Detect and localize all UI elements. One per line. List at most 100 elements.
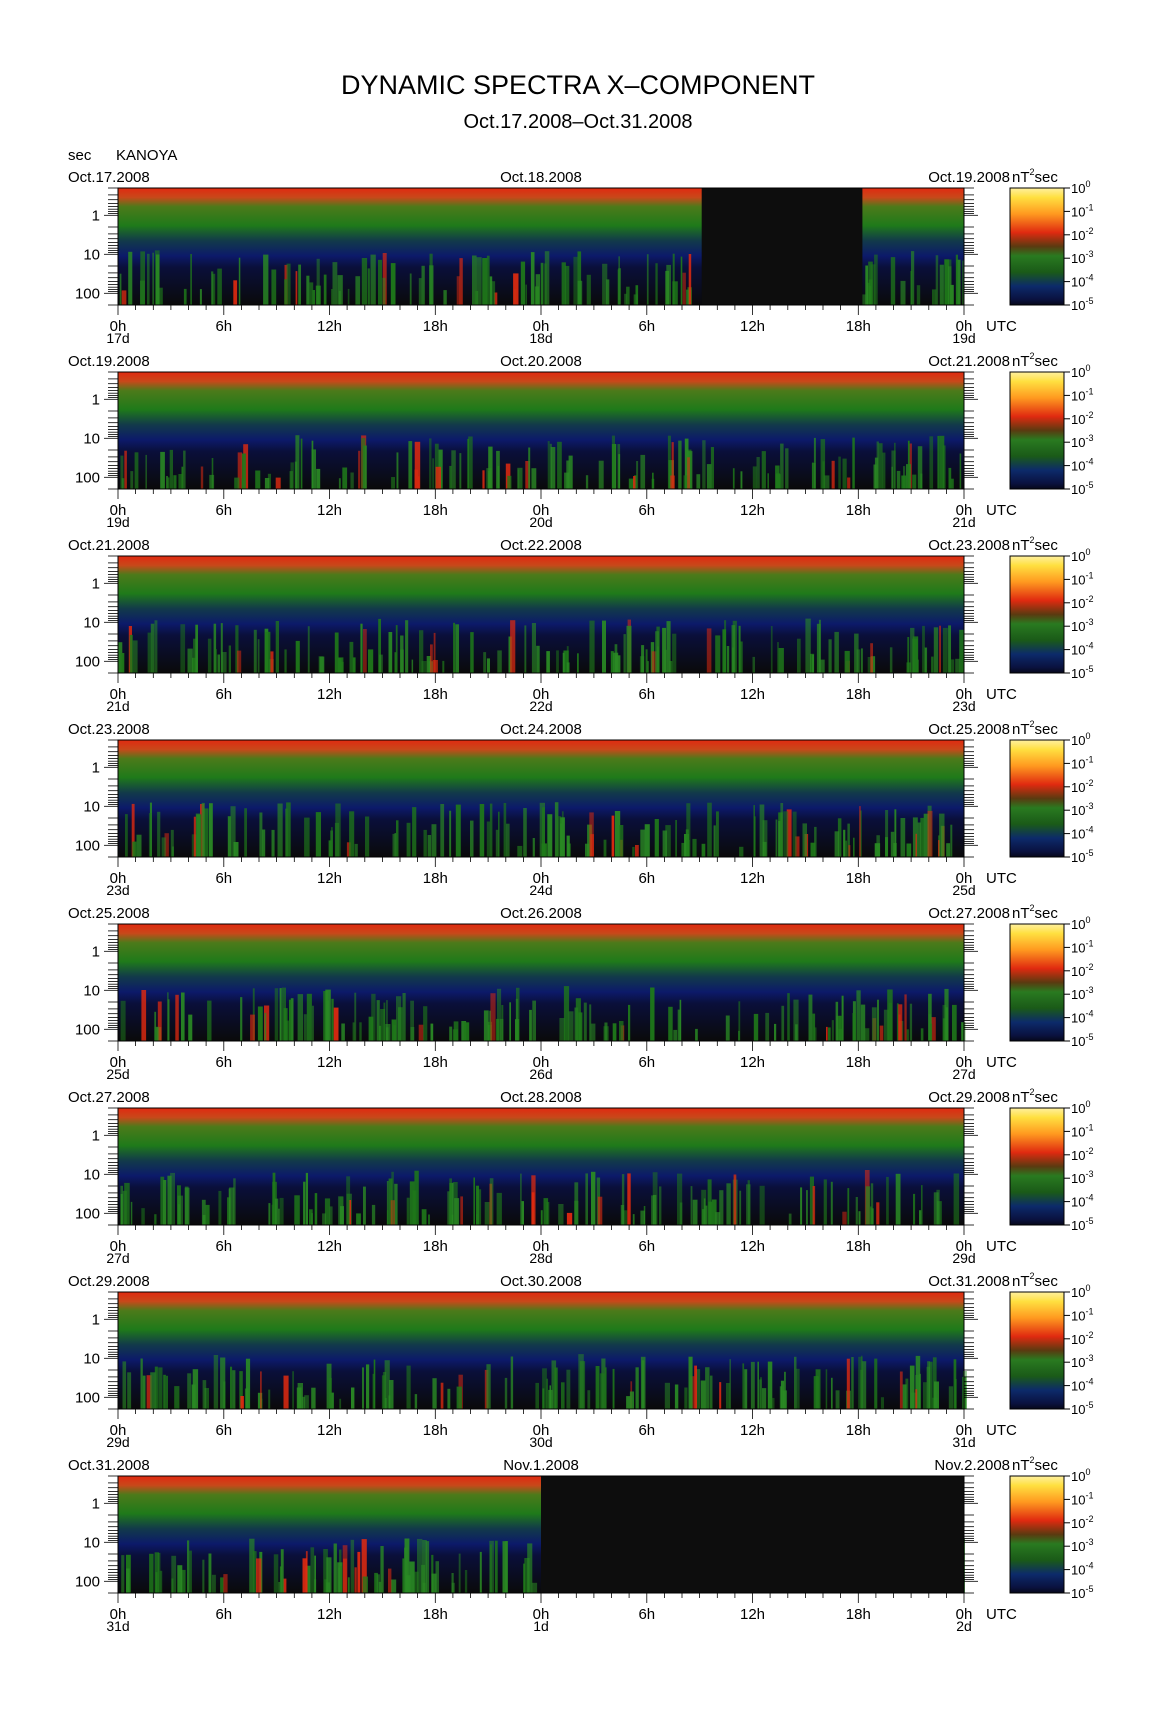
hour-tick-label: 0h — [533, 1238, 550, 1255]
panels-group: Oct.17.2008 Oct.18.2008 Oct.19.2008 nT2sec1… — [68, 167, 1093, 1634]
hour-tick-label: 12h — [740, 1606, 765, 1623]
y-tick-label: 10 — [83, 1166, 100, 1183]
colorbar-tick-label: 100 — [1071, 1283, 1090, 1300]
hour-tick-label: 12h — [317, 502, 342, 519]
day-tick-label: 27d — [952, 1066, 975, 1082]
hour-tick-label: 6h — [215, 1606, 232, 1623]
hour-tick-label: 6h — [638, 502, 655, 519]
colorbar-unit-label: nT2sec — [1012, 1455, 1058, 1474]
hour-tick-label: 0h — [110, 1606, 127, 1623]
hour-tick-label: 0h — [533, 318, 550, 335]
hour-tick-label: 0h — [533, 870, 550, 887]
colorbar-tick-label: 10-5 — [1071, 1584, 1093, 1601]
day-tick-label: 28d — [529, 1250, 552, 1266]
hour-tick-label: 12h — [317, 318, 342, 335]
hour-tick-label: 6h — [638, 1422, 655, 1439]
data-gap — [701, 188, 863, 305]
spectral-activity — [120, 1170, 960, 1225]
hour-tick-label: 12h — [317, 1606, 342, 1623]
colorbar-tick-label: 10-1 — [1071, 754, 1093, 771]
colorbar-tick-label: 10-5 — [1071, 1216, 1093, 1233]
figure-subtitle: Oct.17.2008–Oct.31.2008 — [463, 111, 692, 133]
hour-tick-label: 0h — [110, 870, 127, 887]
y-tick-label: 100 — [75, 1573, 100, 1590]
hour-tick-label: 12h — [740, 318, 765, 335]
date-mid-label: Oct.28.2008 — [500, 1089, 582, 1106]
hour-tick-label: 6h — [638, 870, 655, 887]
hour-tick-label: 12h — [317, 1422, 342, 1439]
colorbar-tick-label: 10-2 — [1071, 594, 1093, 611]
hour-tick-label: 12h — [740, 1238, 765, 1255]
date-right-label: Oct.27.2008 — [928, 905, 1010, 922]
date-left-label: Oct.17.2008 — [68, 169, 150, 186]
date-mid-label: Oct.20.2008 — [500, 353, 582, 370]
y-ticks — [104, 187, 978, 306]
hour-tick-label: 18h — [846, 870, 871, 887]
hour-tick-label: 12h — [740, 686, 765, 703]
figure-title: DYNAMIC SPECTRA X–COMPONENT — [341, 70, 815, 100]
day-tick-label: 20d — [529, 514, 552, 530]
hour-tick-label: 0h — [533, 502, 550, 519]
day-tick-label: 21d — [952, 514, 975, 530]
colorbar-tick-label: 10-4 — [1071, 1377, 1093, 1394]
hour-tick-label: 12h — [317, 870, 342, 887]
colorbar-tick-label: 10-5 — [1071, 296, 1093, 313]
hour-tick-label: 6h — [215, 686, 232, 703]
spectrum-panel: Oct.31.2008 Nov.1.2008 Nov.2.2008 nT2sec 1 10… — [68, 1455, 1093, 1634]
colorbar-tick-label: 10-4 — [1071, 1009, 1093, 1026]
colorbar-tick-label: 10-1 — [1071, 1122, 1093, 1139]
hour-tick-label: 12h — [740, 502, 765, 519]
y-tick-label: 10 — [83, 798, 100, 815]
colorbar-unit-label: nT2sec — [1012, 167, 1058, 186]
day-tick-label: 19d — [952, 330, 975, 346]
day-tick-label: 26d — [529, 1066, 552, 1082]
hour-tick-label: 6h — [215, 1054, 232, 1071]
y-ticks — [104, 1475, 978, 1594]
colorbar-tick-label: 10-5 — [1071, 1032, 1093, 1049]
colorbar-unit-label: nT2sec — [1012, 719, 1058, 738]
colorbar-tick-label: 10-4 — [1071, 273, 1093, 290]
hour-tick-label: 0h — [956, 870, 973, 887]
colorbar-tick-label: 100 — [1071, 915, 1090, 932]
day-tick-label: 25d — [952, 882, 975, 898]
hour-tick-label: 18h — [423, 870, 448, 887]
hour-tick-label: 6h — [215, 318, 232, 335]
y-tick-label: 10 — [83, 1534, 100, 1551]
spectrum-panel: Oct.29.2008 Oct.30.2008 Oct.31.2008 nT2sec 1… — [68, 1271, 1093, 1450]
hour-tick-label: 18h — [423, 502, 448, 519]
x-unit-label: UTC — [986, 1422, 1017, 1439]
colorbar-tick-label: 10-4 — [1071, 1561, 1093, 1578]
date-right-label: Oct.29.2008 — [928, 1089, 1010, 1106]
date-right-label: Oct.25.2008 — [928, 721, 1010, 738]
colorbar-tick-label: 10-2 — [1071, 226, 1093, 243]
date-left-label: Oct.31.2008 — [68, 1457, 150, 1474]
colorbar-tick-label: 100 — [1071, 179, 1090, 196]
hour-tick-label: 0h — [956, 318, 973, 335]
colorbar-tick-label: 10-3 — [1071, 985, 1093, 1002]
colorbar-tick-label: 10-4 — [1071, 1193, 1093, 1210]
date-right-label: Nov.2.2008 — [934, 1457, 1010, 1474]
y-tick-label: 100 — [75, 469, 100, 486]
hour-tick-label: 6h — [638, 686, 655, 703]
colorbar — [1009, 1291, 1065, 1410]
colorbar-tick-label: 10-4 — [1071, 825, 1093, 842]
hour-tick-label: 18h — [846, 1422, 871, 1439]
y-tick-label: 1 — [92, 575, 100, 592]
day-tick-label: 25d — [106, 1066, 129, 1082]
colorbar-tick-label: 100 — [1071, 1099, 1090, 1116]
colorbar-tick-label: 10-3 — [1071, 1169, 1093, 1186]
colorbar-tick-label: 100 — [1071, 731, 1090, 748]
y-tick-label: 100 — [75, 653, 100, 670]
hour-tick-label: 18h — [846, 1054, 871, 1071]
hour-tick-label: 6h — [638, 1606, 655, 1623]
day-tick-label: 30d — [529, 1434, 552, 1450]
y-ticks — [104, 1291, 978, 1410]
colorbar — [1009, 739, 1065, 858]
hour-tick-label: 12h — [740, 1422, 765, 1439]
day-tick-label: 31d — [952, 1434, 975, 1450]
hour-tick-label: 0h — [956, 1422, 973, 1439]
y-tick-label: 10 — [83, 1350, 100, 1367]
hour-tick-label: 6h — [638, 1054, 655, 1071]
